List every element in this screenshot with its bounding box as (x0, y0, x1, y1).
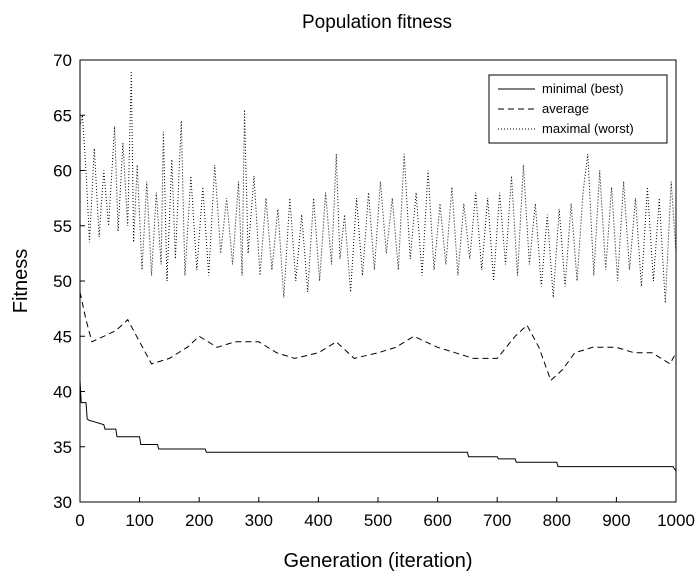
x-tick-label: 1000 (657, 511, 695, 530)
x-tick-label: 100 (125, 511, 153, 530)
x-tick-label: 500 (364, 511, 392, 530)
y-tick-label: 65 (53, 106, 72, 125)
y-tick-label: 35 (53, 438, 72, 457)
x-tick-label: 900 (602, 511, 630, 530)
x-tick-label: 200 (185, 511, 213, 530)
chart-title: Population fitness (302, 12, 452, 33)
y-tick-label: 50 (53, 272, 72, 291)
x-tick-label: 300 (245, 511, 273, 530)
y-tick-label: 70 (53, 51, 72, 70)
legend: minimal (best) average maximal (worst) (489, 75, 667, 143)
y-tick-label: 40 (53, 383, 72, 402)
y-axis-label: Fitness (10, 249, 32, 313)
x-axis-label: Generation (iteration) (284, 550, 473, 572)
y-tick-label: 55 (53, 217, 72, 236)
y-tick-label: 30 (53, 493, 72, 512)
x-tick-label: 400 (304, 511, 332, 530)
y-tick-label: 45 (53, 327, 72, 346)
x-tick-label: 600 (423, 511, 451, 530)
x-tick-label: 700 (483, 511, 511, 530)
x-tick-label: 0 (75, 511, 84, 530)
x-tick-label: 800 (543, 511, 571, 530)
legend-label-average: average (542, 101, 589, 116)
series-line-average (80, 292, 676, 380)
legend-label-minimal: minimal (best) (542, 81, 624, 96)
y-tick-label: 60 (53, 162, 72, 181)
legend-label-maximal: maximal (worst) (542, 121, 634, 136)
series-line-minimal (80, 380, 676, 471)
